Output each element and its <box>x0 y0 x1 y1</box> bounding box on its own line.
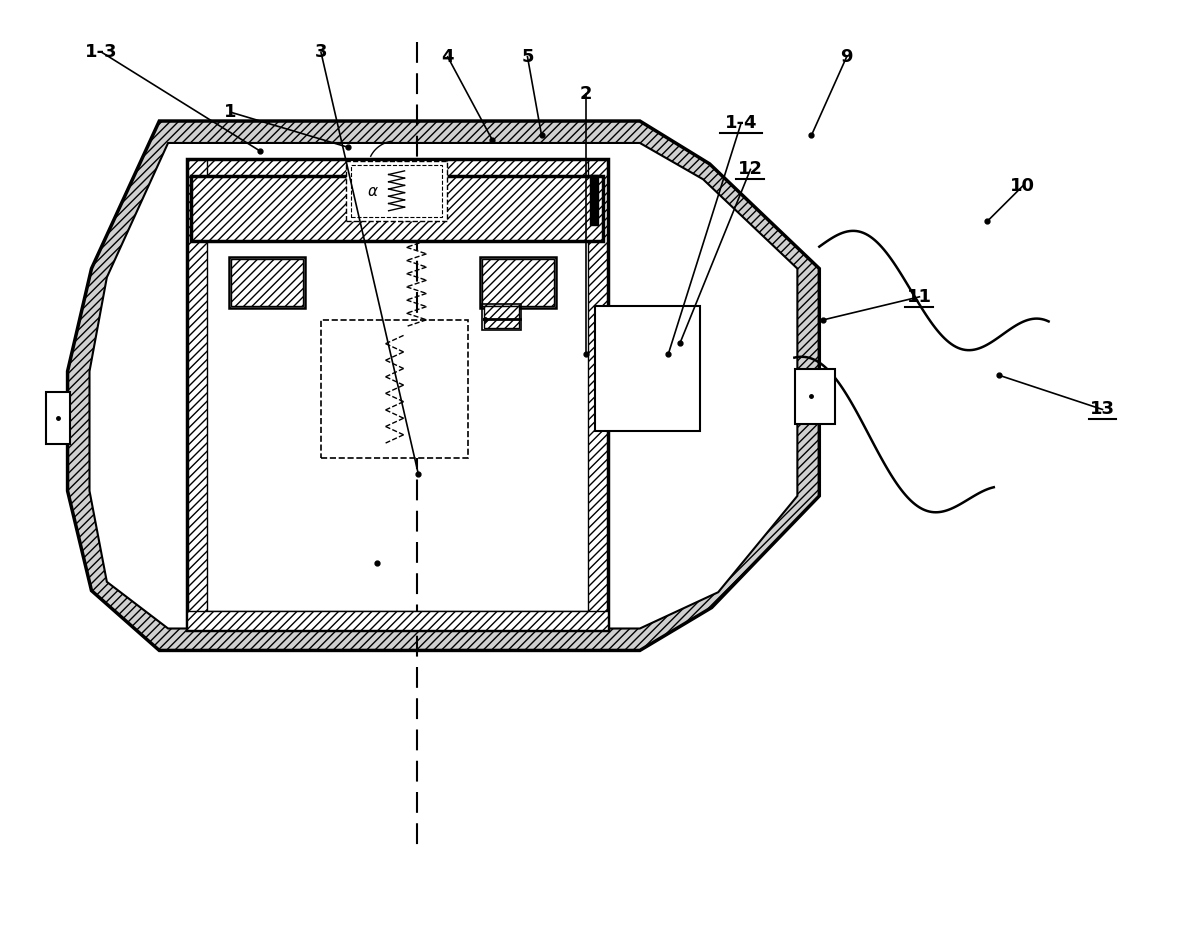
Text: 2: 2 <box>580 84 592 103</box>
Bar <box>351 165 443 217</box>
Bar <box>191 176 603 241</box>
Polygon shape <box>67 121 819 650</box>
Text: 13: 13 <box>1090 400 1115 419</box>
Bar <box>596 307 699 432</box>
Bar <box>187 159 609 631</box>
Text: 1: 1 <box>225 103 237 121</box>
Text: 11: 11 <box>907 288 932 306</box>
Text: 1-3: 1-3 <box>85 44 118 61</box>
Bar <box>484 307 519 329</box>
Text: 12: 12 <box>738 160 763 179</box>
Text: 9: 9 <box>840 48 853 66</box>
Bar <box>46 393 69 444</box>
Text: 5: 5 <box>521 48 533 66</box>
Text: 4: 4 <box>441 48 454 66</box>
Text: 1-4: 1-4 <box>725 114 757 132</box>
Bar <box>480 257 556 308</box>
Bar <box>796 369 836 424</box>
Bar <box>321 320 468 458</box>
Bar <box>590 175 598 225</box>
Bar <box>191 176 603 241</box>
Text: 3: 3 <box>314 44 327 61</box>
Bar <box>187 159 609 179</box>
Bar <box>187 610 609 631</box>
Bar <box>588 159 609 631</box>
Polygon shape <box>89 143 797 629</box>
Bar <box>483 305 521 331</box>
Text: $\alpha$: $\alpha$ <box>367 184 379 199</box>
Bar <box>187 610 609 631</box>
Bar <box>187 159 207 631</box>
Bar <box>231 258 302 307</box>
Bar <box>483 258 554 307</box>
Text: 10: 10 <box>1010 177 1036 195</box>
Bar <box>346 161 447 220</box>
Bar <box>230 257 305 308</box>
